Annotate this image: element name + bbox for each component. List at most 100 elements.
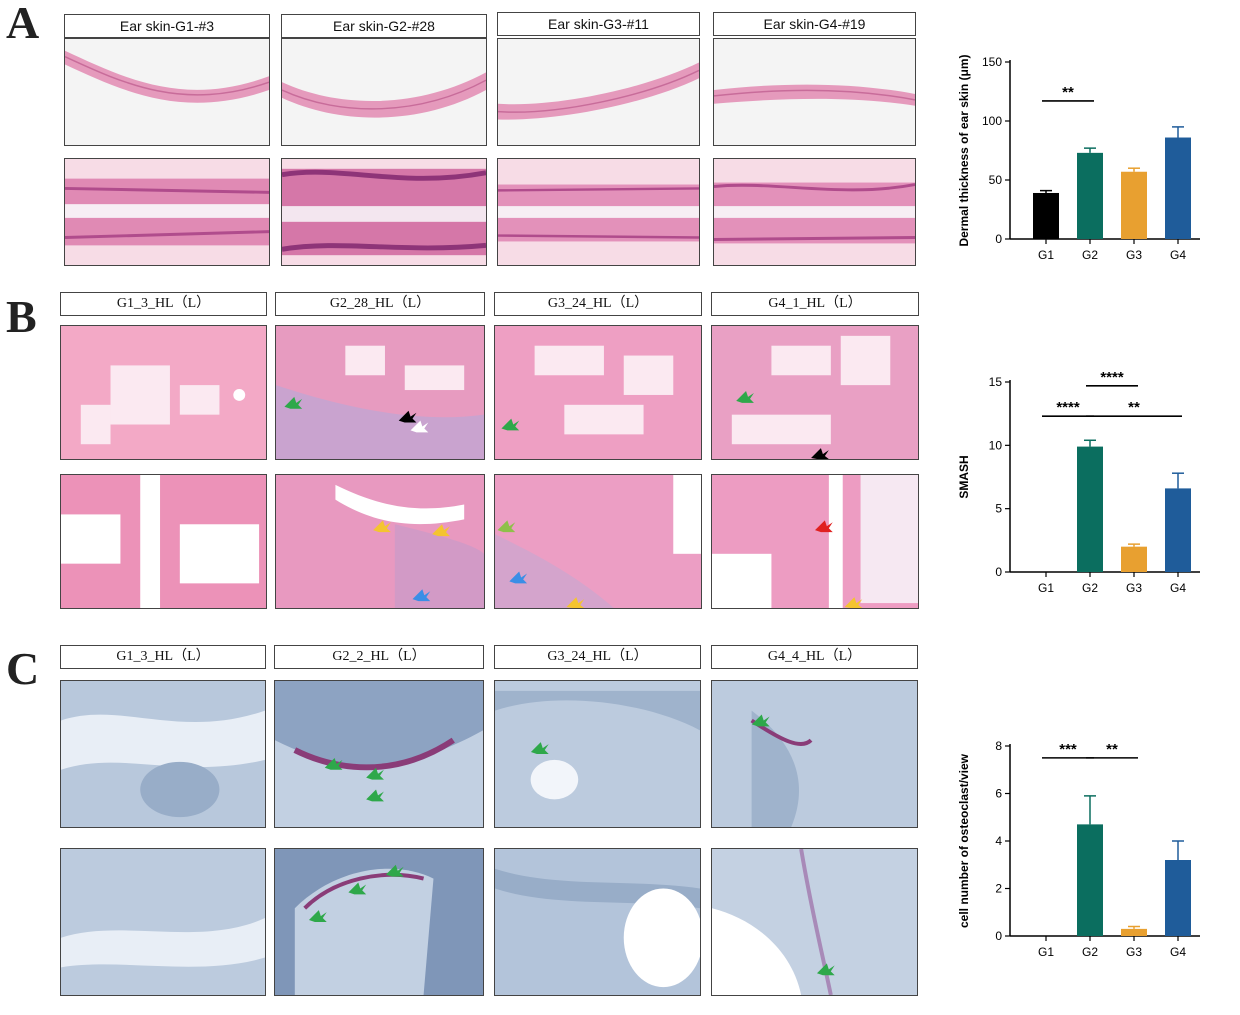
green-arrow-icon [736, 391, 754, 403]
staining-image-c-g4-top [711, 680, 918, 828]
histology-image-b-g4-low [711, 325, 919, 460]
bar-g4 [1165, 137, 1191, 239]
panel-letter-b: B [6, 291, 37, 342]
significance-label: ** [1106, 741, 1118, 758]
green-arrow-icon [324, 757, 343, 770]
x-tick-label: G4 [1170, 248, 1186, 262]
staining-image-c-g3-bottom [494, 848, 701, 996]
green-arrow-icon [497, 520, 516, 533]
yellow-arrow-icon [566, 597, 585, 608]
y-tick-label: 15 [989, 375, 1003, 389]
histology-image-a-g3-detail [497, 158, 700, 266]
histology-image-a-g3-overview [497, 38, 700, 146]
green-arrow-icon [385, 864, 404, 877]
image-label-a-g1: Ear skin-G1-#3 [64, 14, 270, 38]
x-tick-label: G1 [1038, 248, 1054, 262]
staining-image-c-g2-bottom [274, 848, 484, 996]
bar-g4 [1165, 488, 1191, 572]
y-tick-label: 8 [995, 739, 1002, 753]
significance-label: **** [1100, 369, 1124, 386]
y-axis-title: SMASH [957, 455, 971, 498]
bar-chart-dermal-thickness: 0 50 100 150 Dermal thickness of ear skin (μ… [957, 54, 1200, 262]
y-tick-label: 5 [995, 502, 1002, 516]
y-axis-title: cell number of osteoclast/view [957, 753, 971, 928]
blue-arrow-icon [412, 589, 431, 602]
x-tick-label: G4 [1170, 581, 1186, 595]
y-tick-label: 0 [995, 929, 1002, 943]
image-label-c-g1: G1_3_HL（L） [60, 645, 266, 669]
image-label-b-g4: G4_1_HL（L） [711, 292, 919, 316]
histology-image-a-g4-overview [713, 38, 916, 146]
histology-image-b-g3-low [494, 325, 702, 460]
bar-g1 [1033, 192, 1059, 239]
green-arrow-icon [366, 767, 384, 780]
green-arrow-icon [284, 396, 303, 409]
histology-image-a-g2-detail [281, 158, 487, 266]
staining-image-c-g2-top [274, 680, 484, 828]
green-arrow-icon [366, 789, 384, 802]
y-tick-label: 4 [995, 834, 1002, 848]
y-tick-label: 50 [989, 173, 1003, 187]
significance-label: *** [1059, 741, 1077, 758]
histology-image-b-g4-high [711, 474, 919, 609]
panel-letter-a: A [6, 0, 40, 48]
y-tick-label: 0 [995, 565, 1002, 579]
x-tick-label: G1 [1038, 581, 1054, 595]
significance-label: ** [1062, 84, 1074, 101]
histology-image-a-g4-detail [713, 158, 916, 266]
staining-image-c-g1-top [60, 680, 266, 828]
image-label-b-g2: G2_28_HL（L） [275, 292, 485, 316]
image-label-c-g2: G2_2_HL（L） [274, 645, 484, 669]
x-tick-label: G1 [1038, 945, 1054, 959]
bar-g2 [1077, 152, 1103, 239]
histology-image-b-g1-high [60, 474, 267, 609]
image-label-a-g4: Ear skin-G4-#19 [713, 12, 916, 36]
image-label-b-g1: G1_3_HL（L） [60, 292, 267, 316]
x-tick-label: G2 [1082, 581, 1098, 595]
green-arrow-icon [348, 882, 367, 895]
y-tick-label: 100 [982, 114, 1002, 128]
image-label-a-g2: Ear skin-G2-#28 [281, 14, 487, 38]
green-arrow-icon [751, 714, 770, 727]
histology-image-b-g3-high [494, 474, 702, 609]
bar-g3 [1121, 171, 1147, 239]
histology-image-b-g1-low [60, 325, 267, 460]
bar-g3 [1121, 928, 1147, 936]
y-tick-label: 2 [995, 882, 1002, 896]
y-tick-label: 6 [995, 787, 1002, 801]
black-arrow-icon [811, 448, 829, 459]
staining-image-c-g1-bottom [60, 848, 266, 996]
green-arrow-icon [501, 418, 520, 431]
image-label-a-g3: Ear skin-G3-#11 [497, 12, 700, 36]
x-tick-label: G3 [1126, 581, 1142, 595]
bar-g4 [1165, 860, 1191, 936]
histology-image-b-g2-high [275, 474, 485, 609]
y-tick-label: 150 [982, 55, 1002, 69]
blue-arrow-icon [509, 571, 528, 584]
yellow-arrow-icon [432, 524, 450, 537]
staining-image-c-g4-bottom [711, 848, 918, 996]
y-tick-label: 10 [989, 438, 1003, 452]
significance-label: **** [1056, 399, 1080, 416]
histology-image-a-g1-overview [64, 38, 270, 146]
x-tick-label: G2 [1082, 248, 1098, 262]
yellow-arrow-icon [844, 597, 863, 608]
yellow-arrow-icon [373, 520, 391, 533]
white-arrow-icon [410, 420, 429, 433]
bar-g3 [1121, 546, 1147, 572]
y-tick-label: 0 [995, 232, 1002, 246]
green-arrow-icon [308, 910, 327, 922]
image-label-c-g3: G3_24_HL（L） [494, 645, 701, 669]
green-arrow-icon [816, 963, 835, 976]
x-tick-label: G3 [1126, 248, 1142, 262]
y-axis-title: Dermal thickness of ear skin (μm) [957, 54, 971, 246]
image-label-c-g4: G4_4_HL（L） [711, 645, 918, 669]
red-arrow-icon [815, 520, 833, 533]
panel-letter-c: C [6, 643, 40, 694]
histology-image-a-g1-detail [64, 158, 270, 266]
bar-chart-osteoclast-count: 0 2 4 6 8 cell number of osteoclast/view G1 G2 G… [957, 739, 1200, 959]
green-arrow-icon [530, 742, 549, 754]
significance-label: ** [1128, 399, 1140, 416]
staining-image-c-g3-top [494, 680, 701, 828]
